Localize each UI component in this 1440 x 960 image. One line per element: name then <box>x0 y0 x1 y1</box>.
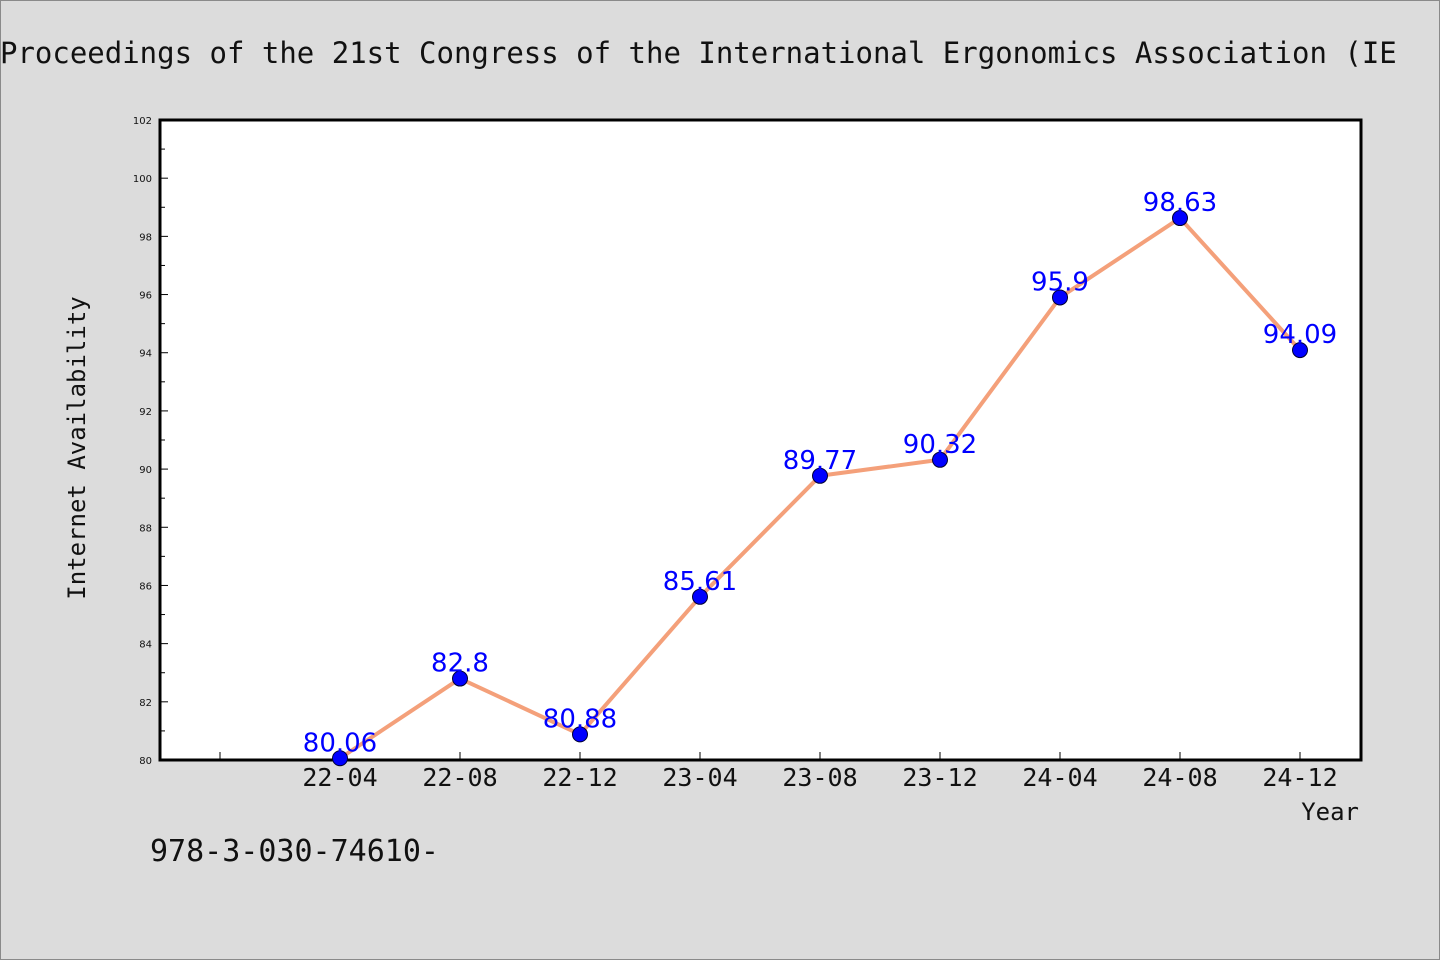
x-tick-label: 23-04 <box>662 763 737 792</box>
data-label: 90.32 <box>903 430 977 460</box>
y-axis-ticks: 80 82 84 86 88 90 92 94 96 98 100 102 <box>133 116 168 767</box>
data-label: 80.88 <box>543 704 617 734</box>
chart-title: Proceedings of the 21st Congress of the … <box>0 36 1397 70</box>
y-tick-label: 100 <box>133 174 152 185</box>
y-axis-title: Internet Availability <box>63 296 91 599</box>
data-point <box>452 670 468 687</box>
y-tick-label: 80 <box>139 756 152 767</box>
x-tick-label: 24-04 <box>1022 763 1097 792</box>
x-tick-label: 22-04 <box>302 763 377 792</box>
plot-area <box>158 118 1363 762</box>
x-tick-label: 22-12 <box>542 763 617 792</box>
data-label: 80.06 <box>303 728 377 758</box>
y-tick-label: 102 <box>133 116 152 127</box>
y-tick-label: 98 <box>139 232 152 243</box>
y-tick-label: 90 <box>139 465 152 476</box>
data-label: 94.09 <box>1263 320 1337 350</box>
data-labels: 80.06 82.8 80.88 85.61 89.77 90.32 95.9 98.63 94… <box>303 188 1337 758</box>
data-points <box>332 210 1308 767</box>
isbn-note: 978-3-030-74610- <box>150 834 439 869</box>
x-tick-label: 22-08 <box>422 763 497 792</box>
data-point <box>692 588 708 605</box>
data-point <box>1172 210 1188 227</box>
y-tick-label: 82 <box>139 698 152 709</box>
y-tick-label: 94 <box>139 349 152 360</box>
data-point <box>572 726 588 743</box>
data-point <box>932 451 948 468</box>
data-label: 85.61 <box>663 567 737 597</box>
data-point <box>1292 342 1308 359</box>
data-label: 89.77 <box>783 446 857 476</box>
data-point <box>1052 289 1068 306</box>
x-tick-label: 23-12 <box>902 763 977 792</box>
data-point <box>332 750 348 767</box>
x-tick-label: 24-12 <box>1262 763 1337 792</box>
x-axis-ticks: 22-04 22-08 22-12 23-04 23-08 23-12 24-04 24-08… <box>219 752 1338 792</box>
data-label: 82.8 <box>431 649 489 679</box>
data-label: 95.9 <box>1031 267 1089 297</box>
y-tick-label: 88 <box>139 523 152 534</box>
x-tick-label: 24-08 <box>1142 763 1217 792</box>
data-label: 98.63 <box>1143 188 1217 218</box>
x-axis-title: Year <box>1301 798 1359 826</box>
y-tick-label: 92 <box>139 407 152 418</box>
x-tick-label: 23-08 <box>782 763 857 792</box>
data-point <box>812 467 828 484</box>
y-tick-label: 96 <box>139 291 152 302</box>
y-tick-label: 84 <box>139 640 152 651</box>
y-tick-label: 86 <box>139 581 152 592</box>
